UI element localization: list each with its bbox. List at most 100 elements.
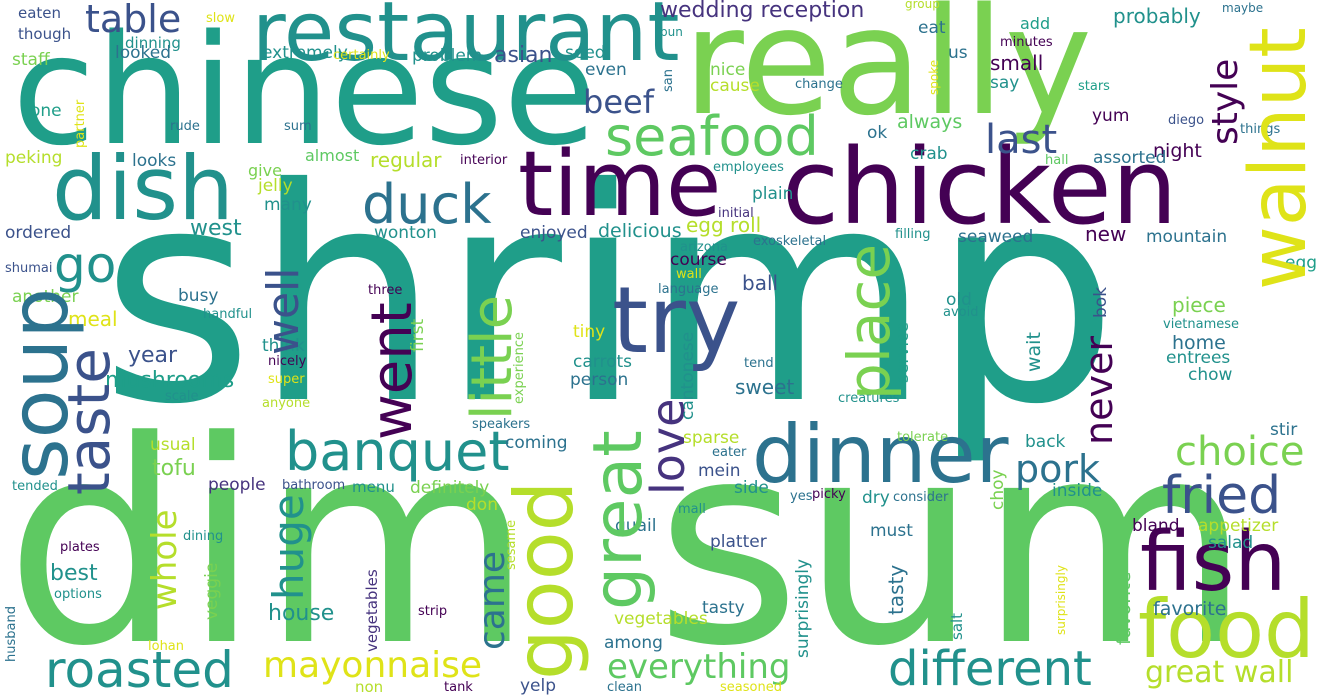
word-unappealing: clean xyxy=(607,680,642,695)
word-chinese: chinese xyxy=(12,2,597,179)
word-home: home xyxy=(1172,332,1226,354)
word-course: course xyxy=(670,250,727,270)
word-wait: wait xyxy=(1023,332,1045,372)
word-duck: duck xyxy=(362,173,492,236)
word-walnut: walnut xyxy=(1234,27,1320,290)
word-tofu: tofu xyxy=(152,456,196,481)
word-enjoyed: enjoyed xyxy=(520,223,588,243)
word-nice: nice xyxy=(710,60,746,80)
word-tend: tend xyxy=(744,356,774,371)
word-us: us xyxy=(948,43,968,63)
word-salt: tasty xyxy=(702,598,745,618)
word-eaten: eaten xyxy=(18,4,62,22)
word-tank: salt xyxy=(948,612,966,640)
word-jelly: jelly xyxy=(258,176,293,196)
word-huge: huge xyxy=(264,494,313,600)
word-sweet: sweet xyxy=(735,375,795,399)
word-stir: stir xyxy=(1270,420,1298,440)
word-slow: slow xyxy=(206,11,235,26)
word-inside: inside xyxy=(1052,481,1103,501)
word-bun: bun xyxy=(660,25,683,39)
word-dish: dish xyxy=(52,137,234,240)
word-fish: fish xyxy=(1140,515,1287,610)
word-back: back xyxy=(1025,432,1066,452)
word-place: place xyxy=(835,243,903,400)
word-though: though xyxy=(18,25,72,43)
word-sesame: sesame xyxy=(504,519,519,570)
word-service: service xyxy=(893,322,913,383)
word-mayonnaise: mayonnaise xyxy=(263,645,483,686)
word-wonton: wonton xyxy=(374,223,437,243)
word-initial: initial xyxy=(718,206,754,221)
word-sum: sum xyxy=(655,382,1252,700)
word-among-vertical: surprisingly xyxy=(1054,565,1068,635)
word-crab: crab xyxy=(910,144,948,164)
word-yum: yum xyxy=(1092,106,1130,126)
word-scale: scale xyxy=(165,389,199,404)
word-everything: everything xyxy=(607,647,791,687)
word-egg-roll: egg roll xyxy=(686,213,762,237)
word-ball: ball xyxy=(742,271,779,295)
word-experience: experience xyxy=(512,331,527,404)
word-minutes: minutes xyxy=(1000,35,1053,50)
word-hall: hall xyxy=(1045,153,1069,168)
word-great-wall: great wall xyxy=(1145,655,1294,690)
word-language: language xyxy=(658,282,719,297)
word-entrees: entrees xyxy=(1166,348,1231,368)
word-lohan: among xyxy=(604,633,663,653)
word-veggie: veggie xyxy=(202,562,222,620)
word-yes: yes xyxy=(790,489,813,504)
word-one: one xyxy=(30,101,62,121)
word-ok: ok xyxy=(867,123,888,143)
word-avoid: avoid xyxy=(943,305,979,320)
word-never: never xyxy=(1077,336,1121,445)
word-salad: salad xyxy=(1208,533,1254,553)
word-busy: busy xyxy=(178,286,219,306)
word-looked: looked xyxy=(115,43,172,63)
word-night: night xyxy=(1153,140,1202,162)
word-assorted: assorted xyxy=(1093,148,1167,168)
word-tended: tended xyxy=(12,479,58,494)
word-staff: staff xyxy=(12,50,50,70)
word-even: even xyxy=(585,60,627,80)
word-seasoned: non xyxy=(355,678,384,696)
word-vietnamese: vietnamese xyxy=(1163,317,1240,332)
word-first: first xyxy=(408,318,428,352)
word-really: really xyxy=(683,0,1093,148)
word-interior: interior xyxy=(460,153,508,168)
word-old: old xyxy=(946,290,972,310)
word-restaurant: restaurant xyxy=(252,0,680,80)
word-options: options xyxy=(54,587,102,602)
word-arizona: arizona xyxy=(680,240,728,255)
word-dining: dining xyxy=(183,529,224,544)
word-bathroom: bathroom xyxy=(282,478,346,493)
word-husband: favorite xyxy=(1153,598,1227,620)
word-banquet: banquet xyxy=(285,420,510,483)
word-tasty-vertical-drawn: tasty xyxy=(884,564,908,615)
word-surprisingly: surprisingly xyxy=(793,558,813,658)
word-spoke: spoke xyxy=(927,59,941,95)
word-obnoxious: seasoned xyxy=(720,680,782,695)
word-filling: filling xyxy=(895,227,931,242)
word-speakers: speakers xyxy=(472,417,531,432)
word-fried: fried xyxy=(1162,466,1282,526)
word-shumai: shumai xyxy=(5,261,53,276)
word-shrimp: shrimp xyxy=(100,125,1119,469)
word-nicely: nicely xyxy=(268,354,307,369)
word-seafood: seafood xyxy=(605,105,819,168)
word-year: year xyxy=(128,343,178,368)
word-go: go xyxy=(54,236,117,294)
word-partner: partner xyxy=(73,99,88,148)
word-appetizer: appetizer xyxy=(1198,516,1279,536)
word-change: change xyxy=(795,77,843,92)
word-patron: yelp xyxy=(520,676,557,696)
word-dinner: dinner xyxy=(752,408,1009,501)
word-dinning: dinning xyxy=(125,34,181,52)
word-platter: platter xyxy=(710,532,767,552)
word-must: must xyxy=(870,521,913,541)
word-maybe: maybe xyxy=(1222,1,1264,15)
word-mall: mall xyxy=(678,502,706,517)
word-vegetables-visible: vegetables xyxy=(363,569,381,652)
word-choice: choice xyxy=(1175,429,1305,475)
word-give: give xyxy=(248,161,282,180)
